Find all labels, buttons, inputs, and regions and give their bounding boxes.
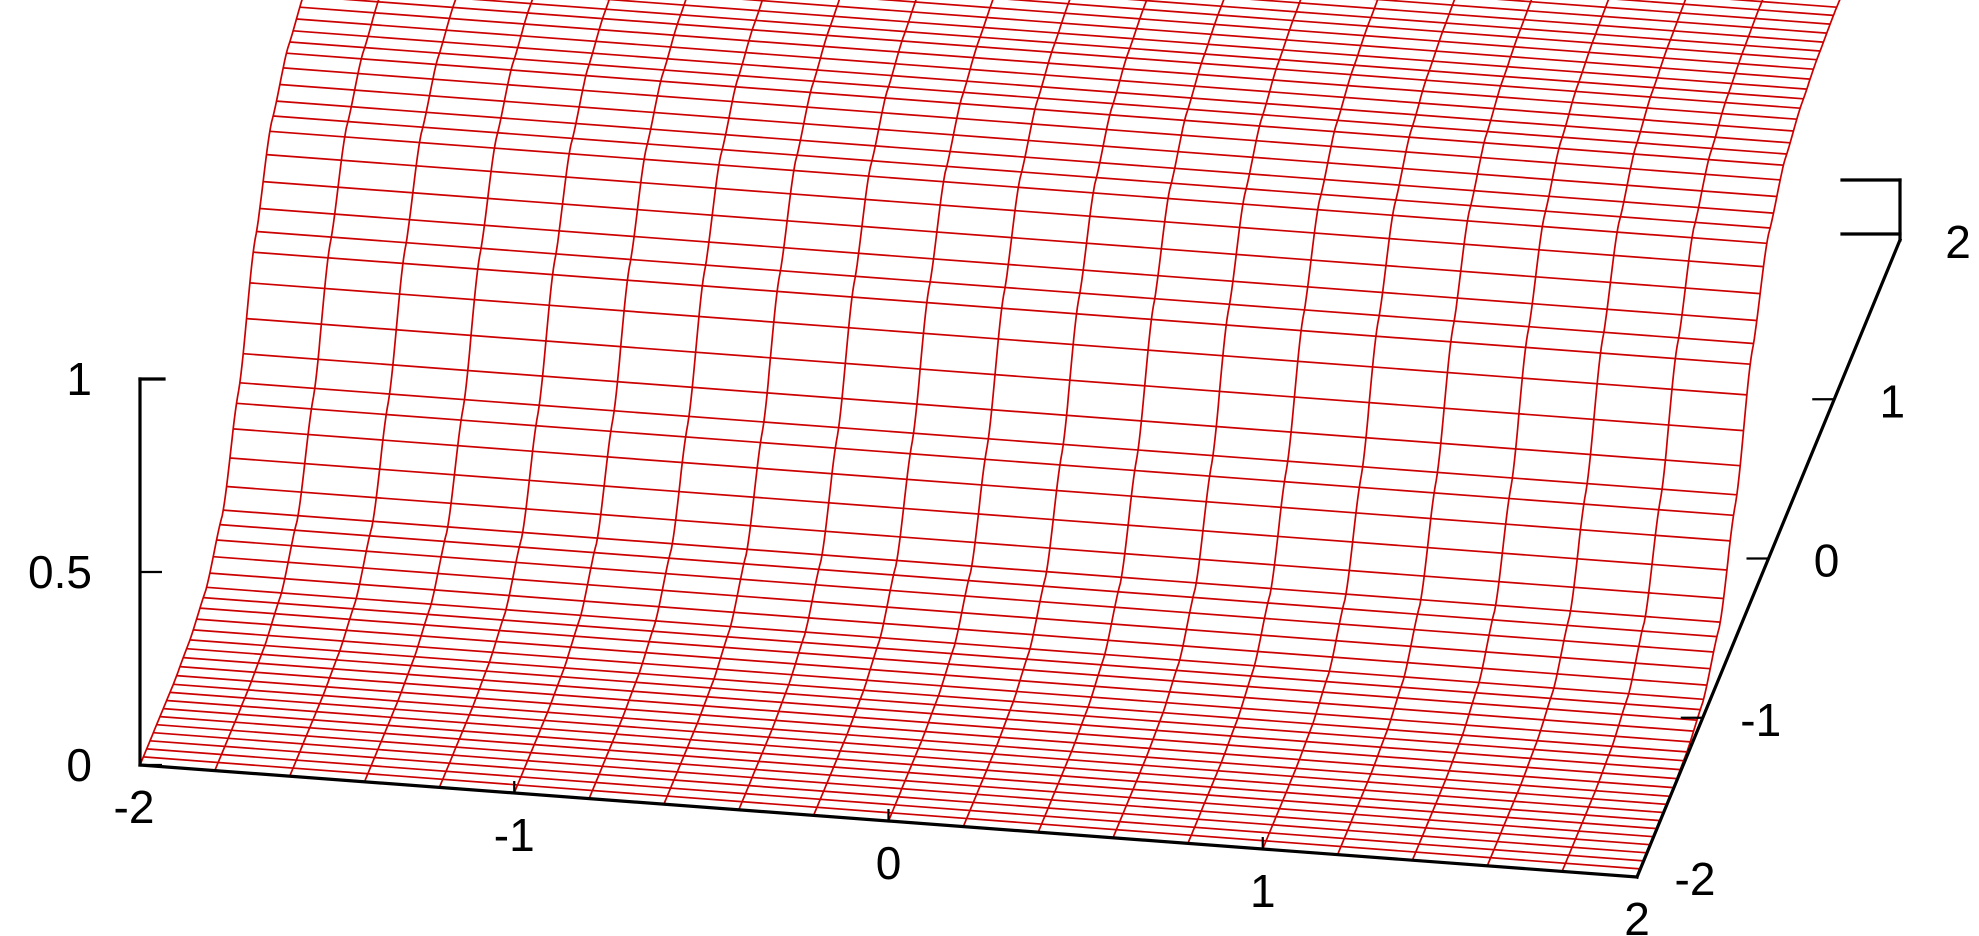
- z-tick-label: 0.5: [28, 546, 92, 598]
- y-tick-label: -2: [1675, 853, 1716, 905]
- mesh-line-x: [1486, 0, 1687, 867]
- z-tick-label: 1: [66, 353, 92, 405]
- mesh-line-x: [887, 0, 1071, 822]
- mesh-line-x: [1336, 0, 1533, 855]
- mesh-line-x: [1112, 0, 1302, 839]
- mesh-line-y: [1007, 0, 1817, 61]
- y-tick-label: -1: [1740, 694, 1781, 746]
- mesh-line-x: [1561, 0, 1764, 872]
- mesh-line-x: [1037, 0, 1225, 833]
- surface-mesh: [139, 0, 1841, 878]
- mesh-line-x: [139, 0, 303, 766]
- x-tick-label: -1: [494, 809, 535, 861]
- y-tick-label: 0: [1814, 535, 1840, 587]
- mesh-line-x: [738, 0, 917, 811]
- y-tick-label: 1: [1879, 375, 1905, 427]
- mesh-line-y: [1372, 0, 1827, 34]
- mesh-line-x: [214, 0, 380, 771]
- tick-labels: -2 -1 0 1 2 -2 -1 0 1 2 0 0.5 1: [28, 216, 1971, 936]
- axes: [138, 178, 1903, 880]
- mesh-line-y: [877, 0, 1814, 71]
- mesh-line-x: [288, 0, 457, 777]
- mesh-line-y: [1127, 0, 1821, 52]
- z-tick-label: 0: [66, 739, 92, 791]
- x-tick-label: 1: [1250, 865, 1276, 917]
- y-tick-label: 2: [1945, 216, 1971, 268]
- mesh-line-x: [1411, 0, 1610, 861]
- mesh-line-y: [741, 0, 1811, 80]
- mesh-line-x: [438, 0, 610, 788]
- mesh-line-x: [1262, 0, 1456, 850]
- mesh-line-y: [1496, 0, 1831, 25]
- mesh-line-x: [663, 0, 841, 805]
- x-tick-label: 2: [1624, 893, 1650, 936]
- mesh-line-y: [1249, 0, 1824, 43]
- x-tick-label: -2: [114, 781, 155, 833]
- mesh-line-x: [363, 0, 534, 783]
- mesh-line-x: [812, 0, 994, 816]
- x-tick-label: 0: [876, 837, 902, 889]
- mesh-line-x: [962, 0, 1148, 827]
- mesh-line-x: [588, 0, 764, 799]
- mesh-line-x: [513, 0, 687, 794]
- mesh-line-x: [1187, 0, 1379, 844]
